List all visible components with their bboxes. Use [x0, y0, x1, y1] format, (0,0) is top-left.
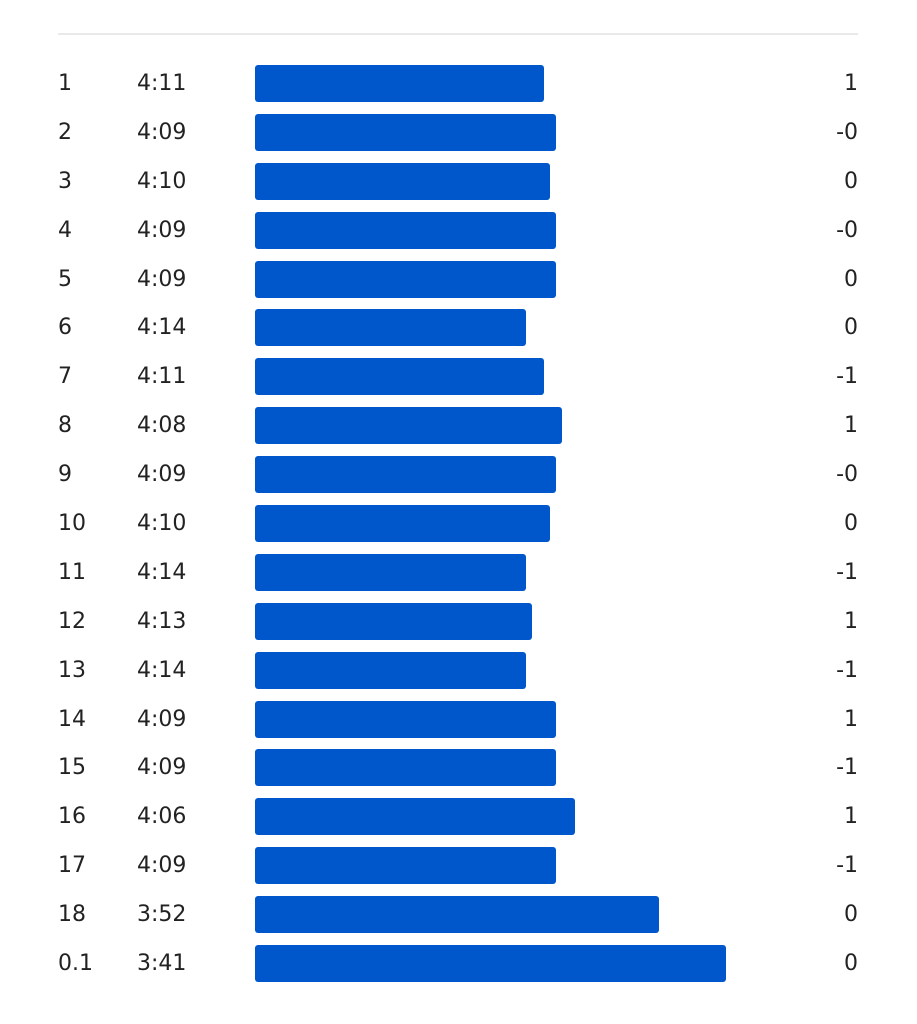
split-row: 6 4:14 0 — [0, 303, 917, 352]
pace-bar — [255, 602, 533, 640]
split-row: 10 4:10 0 — [0, 499, 917, 548]
pace-bar — [255, 260, 557, 298]
split-pace: 4:09 — [137, 706, 187, 732]
split-pace: 4:09 — [137, 853, 187, 879]
pace-bar — [255, 407, 563, 445]
split-pace: 4:10 — [137, 511, 187, 537]
split-pace: 4:09 — [137, 266, 187, 292]
split-pace: 4:09 — [137, 462, 187, 488]
split-pace: 3:41 — [137, 951, 187, 977]
split-km: 10 — [58, 511, 86, 537]
split-elevation: 1 — [844, 608, 858, 634]
split-row: 0.1 3:41 0 — [0, 939, 917, 988]
pace-bar — [255, 358, 545, 396]
split-row: 1 4:11 1 — [0, 59, 917, 108]
split-pace: 4:08 — [137, 413, 187, 439]
split-elevation: 0 — [844, 315, 858, 341]
pace-bar — [255, 456, 557, 494]
pace-bar — [255, 553, 526, 591]
split-km: 14 — [58, 706, 86, 732]
split-km: 0.1 — [58, 951, 93, 977]
pace-bar — [255, 65, 545, 102]
split-elevation: 0 — [844, 266, 858, 292]
split-elevation: 0 — [844, 511, 858, 537]
split-row: 16 4:06 1 — [0, 792, 917, 841]
split-elevation: -0 — [836, 217, 858, 243]
split-km: 5 — [58, 266, 72, 292]
pace-bar — [255, 749, 557, 787]
splits-table: 1 4:11 1 2 4:09 -0 3 4:10 0 4 4:09 -0 5 4:09 0 6 4:14 0 7 4… — [0, 59, 917, 988]
split-elevation: 0 — [844, 168, 858, 194]
pace-bar — [255, 945, 726, 983]
split-elevation: -1 — [836, 853, 858, 879]
split-km: 6 — [58, 315, 72, 341]
split-pace: 4:11 — [137, 364, 187, 390]
split-row: 2 4:09 -0 — [0, 108, 917, 157]
split-row: 8 4:08 1 — [0, 401, 917, 450]
split-pace: 4:11 — [137, 71, 187, 96]
split-pace: 4:13 — [137, 608, 187, 634]
split-elevation: 1 — [844, 413, 858, 439]
split-km: 2 — [58, 119, 72, 145]
split-elevation: -1 — [836, 364, 858, 390]
split-row: 11 4:14 -1 — [0, 548, 917, 597]
split-pace: 4:09 — [137, 217, 187, 243]
split-km: 4 — [58, 217, 72, 243]
split-row: 15 4:09 -1 — [0, 743, 917, 792]
pace-bar — [255, 113, 557, 151]
split-elevation: 1 — [844, 71, 858, 96]
split-elevation: 1 — [844, 804, 858, 830]
split-row: 5 4:09 0 — [0, 255, 917, 304]
split-row: 13 4:14 -1 — [0, 646, 917, 695]
split-km: 18 — [58, 902, 86, 928]
pace-bar — [255, 847, 557, 885]
split-km: 1 — [58, 71, 72, 96]
split-row: 9 4:09 -0 — [0, 450, 917, 499]
split-km: 9 — [58, 462, 72, 488]
top-divider — [58, 33, 858, 35]
split-elevation: -0 — [836, 119, 858, 145]
pace-bar — [255, 505, 551, 543]
split-pace: 4:09 — [137, 755, 187, 781]
split-pace: 4:14 — [137, 559, 187, 585]
split-row: 17 4:09 -1 — [0, 841, 917, 890]
split-pace: 4:09 — [137, 119, 187, 145]
pace-bar — [255, 309, 526, 347]
split-km: 7 — [58, 364, 72, 390]
split-elevation: -1 — [836, 755, 858, 781]
split-pace: 4:14 — [137, 657, 187, 683]
split-row: 14 4:09 1 — [0, 695, 917, 744]
split-elevation: 0 — [844, 951, 858, 977]
split-elevation: -1 — [836, 657, 858, 683]
split-row: 3 4:10 0 — [0, 157, 917, 206]
split-pace: 3:52 — [137, 902, 187, 928]
pace-bar — [255, 896, 660, 934]
pace-bar — [255, 162, 551, 200]
split-km: 3 — [58, 168, 72, 194]
pace-bar — [255, 798, 575, 836]
pace-bar — [255, 700, 557, 738]
split-elevation: 1 — [844, 706, 858, 732]
split-elevation: 0 — [844, 902, 858, 928]
split-row: 7 4:11 -1 — [0, 352, 917, 401]
split-row: 4 4:09 -0 — [0, 206, 917, 255]
split-row: 12 4:13 1 — [0, 597, 917, 646]
split-pace: 4:14 — [137, 315, 187, 341]
pace-bar — [255, 651, 526, 689]
split-km: 16 — [58, 804, 86, 830]
split-row: 18 3:52 0 — [0, 890, 917, 939]
split-km: 17 — [58, 853, 86, 879]
pace-bar — [255, 211, 557, 249]
split-km: 12 — [58, 608, 86, 634]
split-elevation: -1 — [836, 559, 858, 585]
split-pace: 4:06 — [137, 804, 187, 830]
split-km: 8 — [58, 413, 72, 439]
split-km: 13 — [58, 657, 86, 683]
split-km: 15 — [58, 755, 86, 781]
split-elevation: -0 — [836, 462, 858, 488]
split-pace: 4:10 — [137, 168, 187, 194]
split-km: 11 — [58, 559, 86, 585]
